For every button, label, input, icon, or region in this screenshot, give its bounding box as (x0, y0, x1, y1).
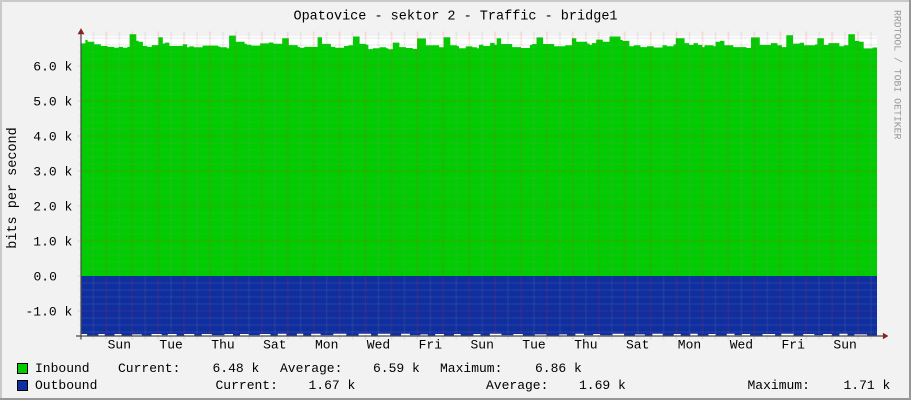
svg-text:Thu: Thu (574, 338, 597, 353)
svg-text:RRDTOOL / TOBI OETIKER: RRDTOOL / TOBI OETIKER (892, 10, 903, 139)
svg-text:Maximum:: Maximum: (748, 378, 810, 393)
svg-text:Wed: Wed (367, 338, 390, 353)
svg-text:Current:: Current: (118, 361, 180, 376)
svg-text:Sun: Sun (833, 338, 856, 353)
svg-text:Mon: Mon (678, 338, 701, 353)
svg-text:Fri: Fri (419, 338, 443, 353)
svg-text:Fri: Fri (781, 338, 805, 353)
svg-text:Sat: Sat (263, 338, 286, 353)
svg-text:Average:: Average: (486, 378, 548, 393)
svg-text:Tue: Tue (159, 338, 182, 353)
svg-text:Wed: Wed (730, 338, 753, 353)
svg-text:0.0: 0.0 (33, 270, 56, 285)
svg-text:Mon: Mon (315, 338, 338, 353)
svg-text:5.0 k: 5.0 k (33, 95, 72, 110)
svg-text:Sun: Sun (470, 338, 493, 353)
svg-text:1.0 k: 1.0 k (33, 235, 72, 250)
svg-text:Tue: Tue (522, 338, 545, 353)
svg-text:Sun: Sun (108, 338, 131, 353)
svg-text:-1.0 k: -1.0 k (25, 305, 72, 320)
svg-text:Maximum:: Maximum: (440, 361, 502, 376)
svg-text:Current:: Current: (216, 378, 278, 393)
svg-text:Opatovice - sektor 2 - Traffic: Opatovice - sektor 2 - Traffic - bridge1 (293, 10, 617, 25)
svg-text:6.59 k: 6.59 k (373, 361, 420, 376)
svg-text:Sat: Sat (626, 338, 649, 353)
svg-text:6.86 k: 6.86 k (535, 361, 582, 376)
svg-text:Thu: Thu (211, 338, 234, 353)
svg-text:1.69 k: 1.69 k (579, 378, 626, 393)
svg-text:3.0 k: 3.0 k (33, 165, 72, 180)
svg-text:4.0 k: 4.0 k (33, 130, 72, 145)
svg-text:bits per second: bits per second (6, 127, 21, 249)
svg-text:1.71 k: 1.71 k (844, 378, 891, 393)
svg-text:Average:: Average: (280, 361, 342, 376)
svg-text:6.48 k: 6.48 k (213, 361, 260, 376)
svg-text:2.0 k: 2.0 k (33, 200, 72, 215)
svg-text:1.67 k: 1.67 k (309, 378, 356, 393)
svg-text:Inbound: Inbound (35, 361, 90, 376)
svg-text:6.0 k: 6.0 k (33, 60, 72, 75)
svg-text:Outbound: Outbound (35, 378, 97, 393)
